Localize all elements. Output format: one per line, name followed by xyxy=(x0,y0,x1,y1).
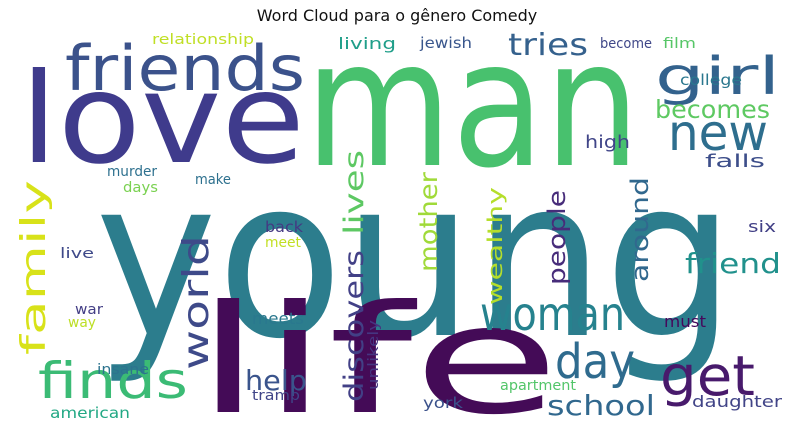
word-live: live xyxy=(60,246,94,262)
word-apartment: apartment xyxy=(500,378,577,394)
word-woman: woman xyxy=(480,287,625,341)
word-get: get xyxy=(660,344,755,408)
word-mother: mother xyxy=(414,171,443,272)
word-way: way xyxy=(68,315,96,331)
word-young: young xyxy=(95,131,735,387)
word-war: war xyxy=(75,302,103,318)
word-college: college xyxy=(680,71,742,89)
word-meet: meet xyxy=(265,235,301,251)
word-finds: finds xyxy=(38,352,188,410)
chart-title: Word Cloud para o gênero Comedy xyxy=(256,6,538,25)
word-unlikely: unlikely xyxy=(366,320,382,390)
word-murder: murder xyxy=(107,164,157,180)
word-wealthy: wealthy xyxy=(483,187,507,305)
word-day: day xyxy=(555,334,635,390)
word-girl: girl xyxy=(655,47,780,107)
word-make: make xyxy=(195,172,231,188)
word-tries: tries xyxy=(508,28,588,63)
word-york: york xyxy=(423,394,463,412)
word-become: become xyxy=(600,36,652,52)
word-days: days xyxy=(123,180,158,196)
word-six: six xyxy=(748,217,776,236)
word-friend: friend xyxy=(685,247,781,280)
word-new: new xyxy=(668,104,768,162)
word-school: school xyxy=(547,389,655,422)
word-world: world xyxy=(176,235,217,370)
word-insane: insane xyxy=(97,362,149,378)
word-living: living xyxy=(338,34,396,53)
word-help: help xyxy=(245,364,307,397)
word-tramp: tramp xyxy=(252,388,300,404)
word-family: family xyxy=(14,180,54,355)
word-film: film xyxy=(663,36,696,52)
word-falls: falls xyxy=(705,151,765,172)
word-people: people xyxy=(543,190,571,285)
word-american: american xyxy=(50,404,130,422)
word-meets: meets xyxy=(252,309,304,328)
word-daughter: daughter xyxy=(692,392,783,411)
word-relationship: relationship xyxy=(152,32,254,48)
word-love: love xyxy=(20,47,305,192)
word-must: must xyxy=(664,312,706,331)
word-discovers: discovers xyxy=(339,250,370,402)
word-jewish: jewish xyxy=(419,34,472,52)
word-lives: lives xyxy=(339,150,370,235)
word-high: high xyxy=(585,132,630,153)
word-friends: friends xyxy=(65,32,305,105)
word-around: around xyxy=(626,177,654,282)
word-back: back xyxy=(265,218,303,236)
word-man: man xyxy=(305,4,640,207)
word-becomes: becomes xyxy=(655,95,770,124)
word-life: life xyxy=(195,274,560,430)
